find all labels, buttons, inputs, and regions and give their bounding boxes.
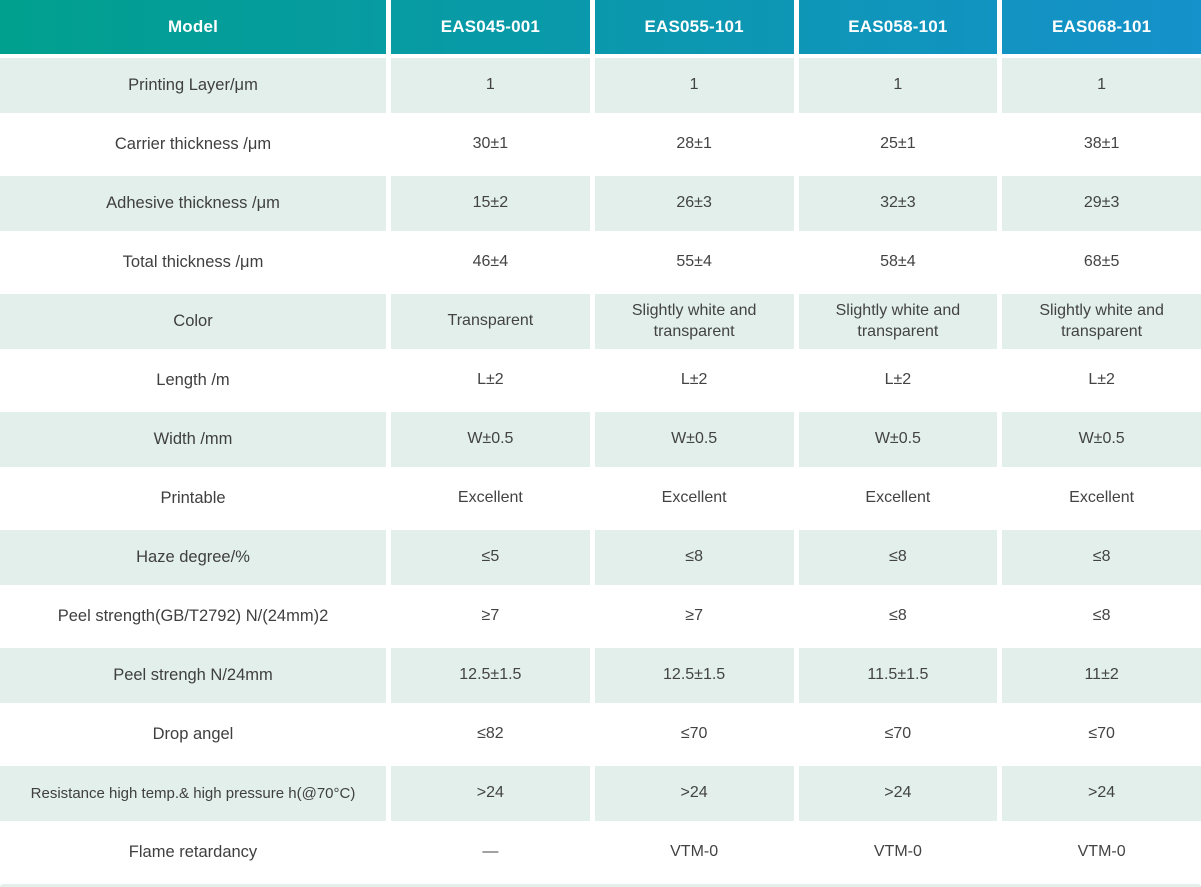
cell-value: ≥7	[594, 589, 794, 644]
cell-value: 15±2	[391, 176, 590, 231]
cell-value: 1	[391, 58, 590, 113]
cell-value: >24	[594, 766, 794, 821]
cell-value: 29±3	[1002, 176, 1201, 231]
cell-value: 30±1	[391, 117, 590, 172]
cell-value: Excellent	[798, 471, 998, 526]
row-label: Printable	[0, 471, 386, 526]
cell-value: >24	[391, 766, 590, 821]
cell-value: ≤8	[798, 530, 998, 585]
column-header-model: Model	[0, 0, 386, 54]
cell-value: W±0.5	[798, 412, 998, 467]
cell-value: Excellent	[594, 471, 794, 526]
cell-value: 12.5±1.5	[391, 648, 590, 703]
cell-value: 38±1	[1002, 117, 1201, 172]
cell-value: >24	[798, 766, 998, 821]
row-label: Adhesive thickness /μm	[0, 176, 386, 231]
cell-value: 11.5±1.5	[798, 648, 998, 703]
cell-value: L±2	[594, 353, 794, 408]
cell-value: 68±5	[1002, 235, 1201, 290]
row-label: Peel strength(GB/T2792) N/(24mm)2	[0, 589, 386, 644]
row-label: Haze degree/%	[0, 530, 386, 585]
cell-value: 55±4	[594, 235, 794, 290]
row-label: Resistance high temp.& high pressure h(@…	[0, 766, 386, 821]
cell-value: 58±4	[798, 235, 998, 290]
cell-value: 12.5±1.5	[594, 648, 794, 703]
cell-value: Slightly white and transparent	[1002, 294, 1201, 349]
cell-value: 32±3	[798, 176, 998, 231]
row-label: Color	[0, 294, 386, 349]
cell-value: —	[391, 825, 590, 880]
column-header-product-1: EAS045-001	[391, 0, 590, 54]
row-label: Carrier thickness /μm	[0, 117, 386, 172]
cell-value: Excellent	[1002, 471, 1201, 526]
cell-value: 28±1	[594, 117, 794, 172]
cell-value: ≤70	[1002, 707, 1201, 762]
column-header-product-3: EAS058-101	[798, 0, 998, 54]
cell-value: 25±1	[798, 117, 998, 172]
cell-value: VTM-0	[1002, 825, 1201, 880]
cell-value: ≤82	[391, 707, 590, 762]
cell-value: L±2	[1002, 353, 1201, 408]
cell-value: 1	[594, 58, 794, 113]
cell-value: 26±3	[594, 176, 794, 231]
cell-value: W±0.5	[594, 412, 794, 467]
cell-value: ≤70	[594, 707, 794, 762]
cell-value: >24	[1002, 766, 1201, 821]
cell-value: W±0.5	[1002, 412, 1201, 467]
cell-value: VTM-0	[798, 825, 998, 880]
row-label: Flame retardancy	[0, 825, 386, 880]
cell-value: ≤8	[594, 530, 794, 585]
partial-row-strip	[0, 884, 1201, 887]
cell-value: L±2	[391, 353, 590, 408]
cell-value: 1	[798, 58, 998, 113]
cell-value: VTM-0	[594, 825, 794, 880]
cell-value: Transparent	[391, 294, 590, 349]
row-label: Printing Layer/μm	[0, 58, 386, 113]
cell-value: ≥7	[391, 589, 590, 644]
row-label: Total thickness /μm	[0, 235, 386, 290]
cell-value: 1	[1002, 58, 1201, 113]
cell-value: ≤5	[391, 530, 590, 585]
row-label: Peel strengh N/24mm	[0, 648, 386, 703]
column-header-product-2: EAS055-101	[594, 0, 794, 54]
cell-value: ≤8	[1002, 589, 1201, 644]
cell-value: Slightly white and transparent	[798, 294, 998, 349]
cell-value: Slightly white and transparent	[594, 294, 794, 349]
cell-value: L±2	[798, 353, 998, 408]
cell-value: ≤8	[798, 589, 998, 644]
row-label: Drop angel	[0, 707, 386, 762]
cell-value: W±0.5	[391, 412, 590, 467]
row-label: Width /mm	[0, 412, 386, 467]
cell-value: 46±4	[391, 235, 590, 290]
cell-value: ≤8	[1002, 530, 1201, 585]
cell-value: ≤70	[798, 707, 998, 762]
cell-value: 11±2	[1002, 648, 1201, 703]
cell-value: Excellent	[391, 471, 590, 526]
row-label: Length /m	[0, 353, 386, 408]
column-header-product-4: EAS068-101	[1002, 0, 1201, 54]
